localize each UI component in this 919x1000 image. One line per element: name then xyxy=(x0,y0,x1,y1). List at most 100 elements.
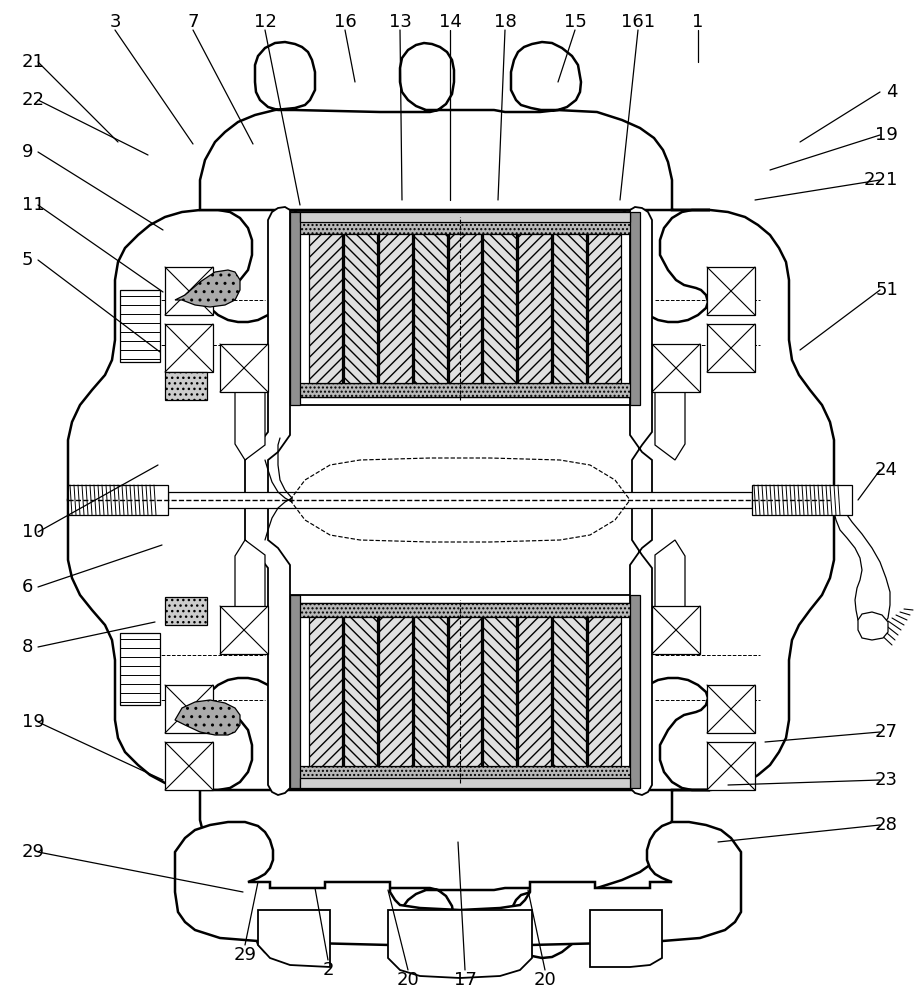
Bar xyxy=(448,617,481,766)
Bar xyxy=(379,234,411,383)
Text: 7: 7 xyxy=(187,13,199,31)
Text: 28: 28 xyxy=(874,816,897,834)
Text: 23: 23 xyxy=(874,771,897,789)
Polygon shape xyxy=(831,492,889,630)
Bar xyxy=(706,685,754,733)
Bar xyxy=(298,766,631,780)
Text: 17: 17 xyxy=(453,971,476,989)
Text: 2: 2 xyxy=(322,961,334,979)
Polygon shape xyxy=(68,500,834,798)
Polygon shape xyxy=(298,603,631,780)
Bar xyxy=(165,685,213,733)
Bar xyxy=(68,485,168,515)
Text: 20: 20 xyxy=(533,971,556,989)
Bar xyxy=(587,234,620,383)
Polygon shape xyxy=(199,790,709,958)
Polygon shape xyxy=(388,910,531,978)
Bar xyxy=(587,617,620,766)
Bar xyxy=(706,742,754,790)
Polygon shape xyxy=(289,212,640,405)
Text: 20: 20 xyxy=(396,971,419,989)
Bar xyxy=(220,606,267,654)
Text: 8: 8 xyxy=(22,638,33,656)
Text: 14: 14 xyxy=(438,13,461,31)
Polygon shape xyxy=(589,910,662,967)
Text: 221: 221 xyxy=(863,171,897,189)
Bar xyxy=(379,617,411,766)
Polygon shape xyxy=(244,207,289,795)
Bar xyxy=(751,485,851,515)
Text: 10: 10 xyxy=(22,523,45,541)
Bar xyxy=(414,234,446,383)
Text: 22: 22 xyxy=(22,91,45,109)
Bar xyxy=(344,617,377,766)
Bar xyxy=(706,324,754,372)
Bar xyxy=(168,492,751,508)
Polygon shape xyxy=(199,42,709,210)
Bar xyxy=(298,603,631,617)
Bar xyxy=(289,212,300,405)
Bar xyxy=(482,234,516,383)
Text: 29: 29 xyxy=(22,843,45,861)
Polygon shape xyxy=(257,910,330,967)
Bar xyxy=(652,606,699,654)
Bar xyxy=(482,617,516,766)
Bar xyxy=(517,234,550,383)
Bar xyxy=(448,234,481,383)
Text: 13: 13 xyxy=(388,13,411,31)
Polygon shape xyxy=(175,700,240,735)
Text: 1: 1 xyxy=(692,13,703,31)
Polygon shape xyxy=(298,220,631,397)
Text: 9: 9 xyxy=(22,143,33,161)
Bar xyxy=(552,234,585,383)
Bar xyxy=(119,633,160,705)
Polygon shape xyxy=(630,207,652,795)
Polygon shape xyxy=(857,612,887,640)
Bar xyxy=(165,267,213,315)
Text: 12: 12 xyxy=(254,13,276,31)
Bar xyxy=(652,344,699,392)
Polygon shape xyxy=(654,540,685,618)
Polygon shape xyxy=(68,202,834,500)
Bar xyxy=(300,778,630,788)
Polygon shape xyxy=(289,595,640,788)
Bar xyxy=(289,595,300,788)
Bar xyxy=(309,234,342,383)
Bar xyxy=(344,234,377,383)
Bar xyxy=(517,617,550,766)
Text: 4: 4 xyxy=(886,83,897,101)
Text: 5: 5 xyxy=(22,251,33,269)
Bar xyxy=(630,595,640,788)
Bar xyxy=(414,617,446,766)
Polygon shape xyxy=(175,270,240,307)
Bar xyxy=(220,344,267,392)
Text: 15: 15 xyxy=(563,13,585,31)
Bar xyxy=(298,220,631,234)
Text: 6: 6 xyxy=(22,578,33,596)
Bar xyxy=(165,324,213,372)
Polygon shape xyxy=(175,822,740,946)
Text: 161: 161 xyxy=(620,13,654,31)
Bar xyxy=(706,267,754,315)
Bar xyxy=(165,597,207,625)
Text: 29: 29 xyxy=(233,946,256,964)
Text: 27: 27 xyxy=(874,723,897,741)
Bar xyxy=(309,617,342,766)
Bar xyxy=(552,617,585,766)
Bar xyxy=(165,372,207,400)
Text: 3: 3 xyxy=(109,13,120,31)
Text: 16: 16 xyxy=(334,13,356,31)
Text: 21: 21 xyxy=(22,53,45,71)
Text: 19: 19 xyxy=(22,713,45,731)
Polygon shape xyxy=(234,540,265,618)
Bar xyxy=(630,212,640,405)
Bar xyxy=(119,290,160,362)
Text: 19: 19 xyxy=(874,126,897,144)
Bar xyxy=(298,383,631,397)
Text: 18: 18 xyxy=(494,13,516,31)
Polygon shape xyxy=(654,382,685,460)
Bar xyxy=(300,212,630,222)
Text: 51: 51 xyxy=(874,281,897,299)
Bar xyxy=(165,742,213,790)
Polygon shape xyxy=(234,382,265,460)
